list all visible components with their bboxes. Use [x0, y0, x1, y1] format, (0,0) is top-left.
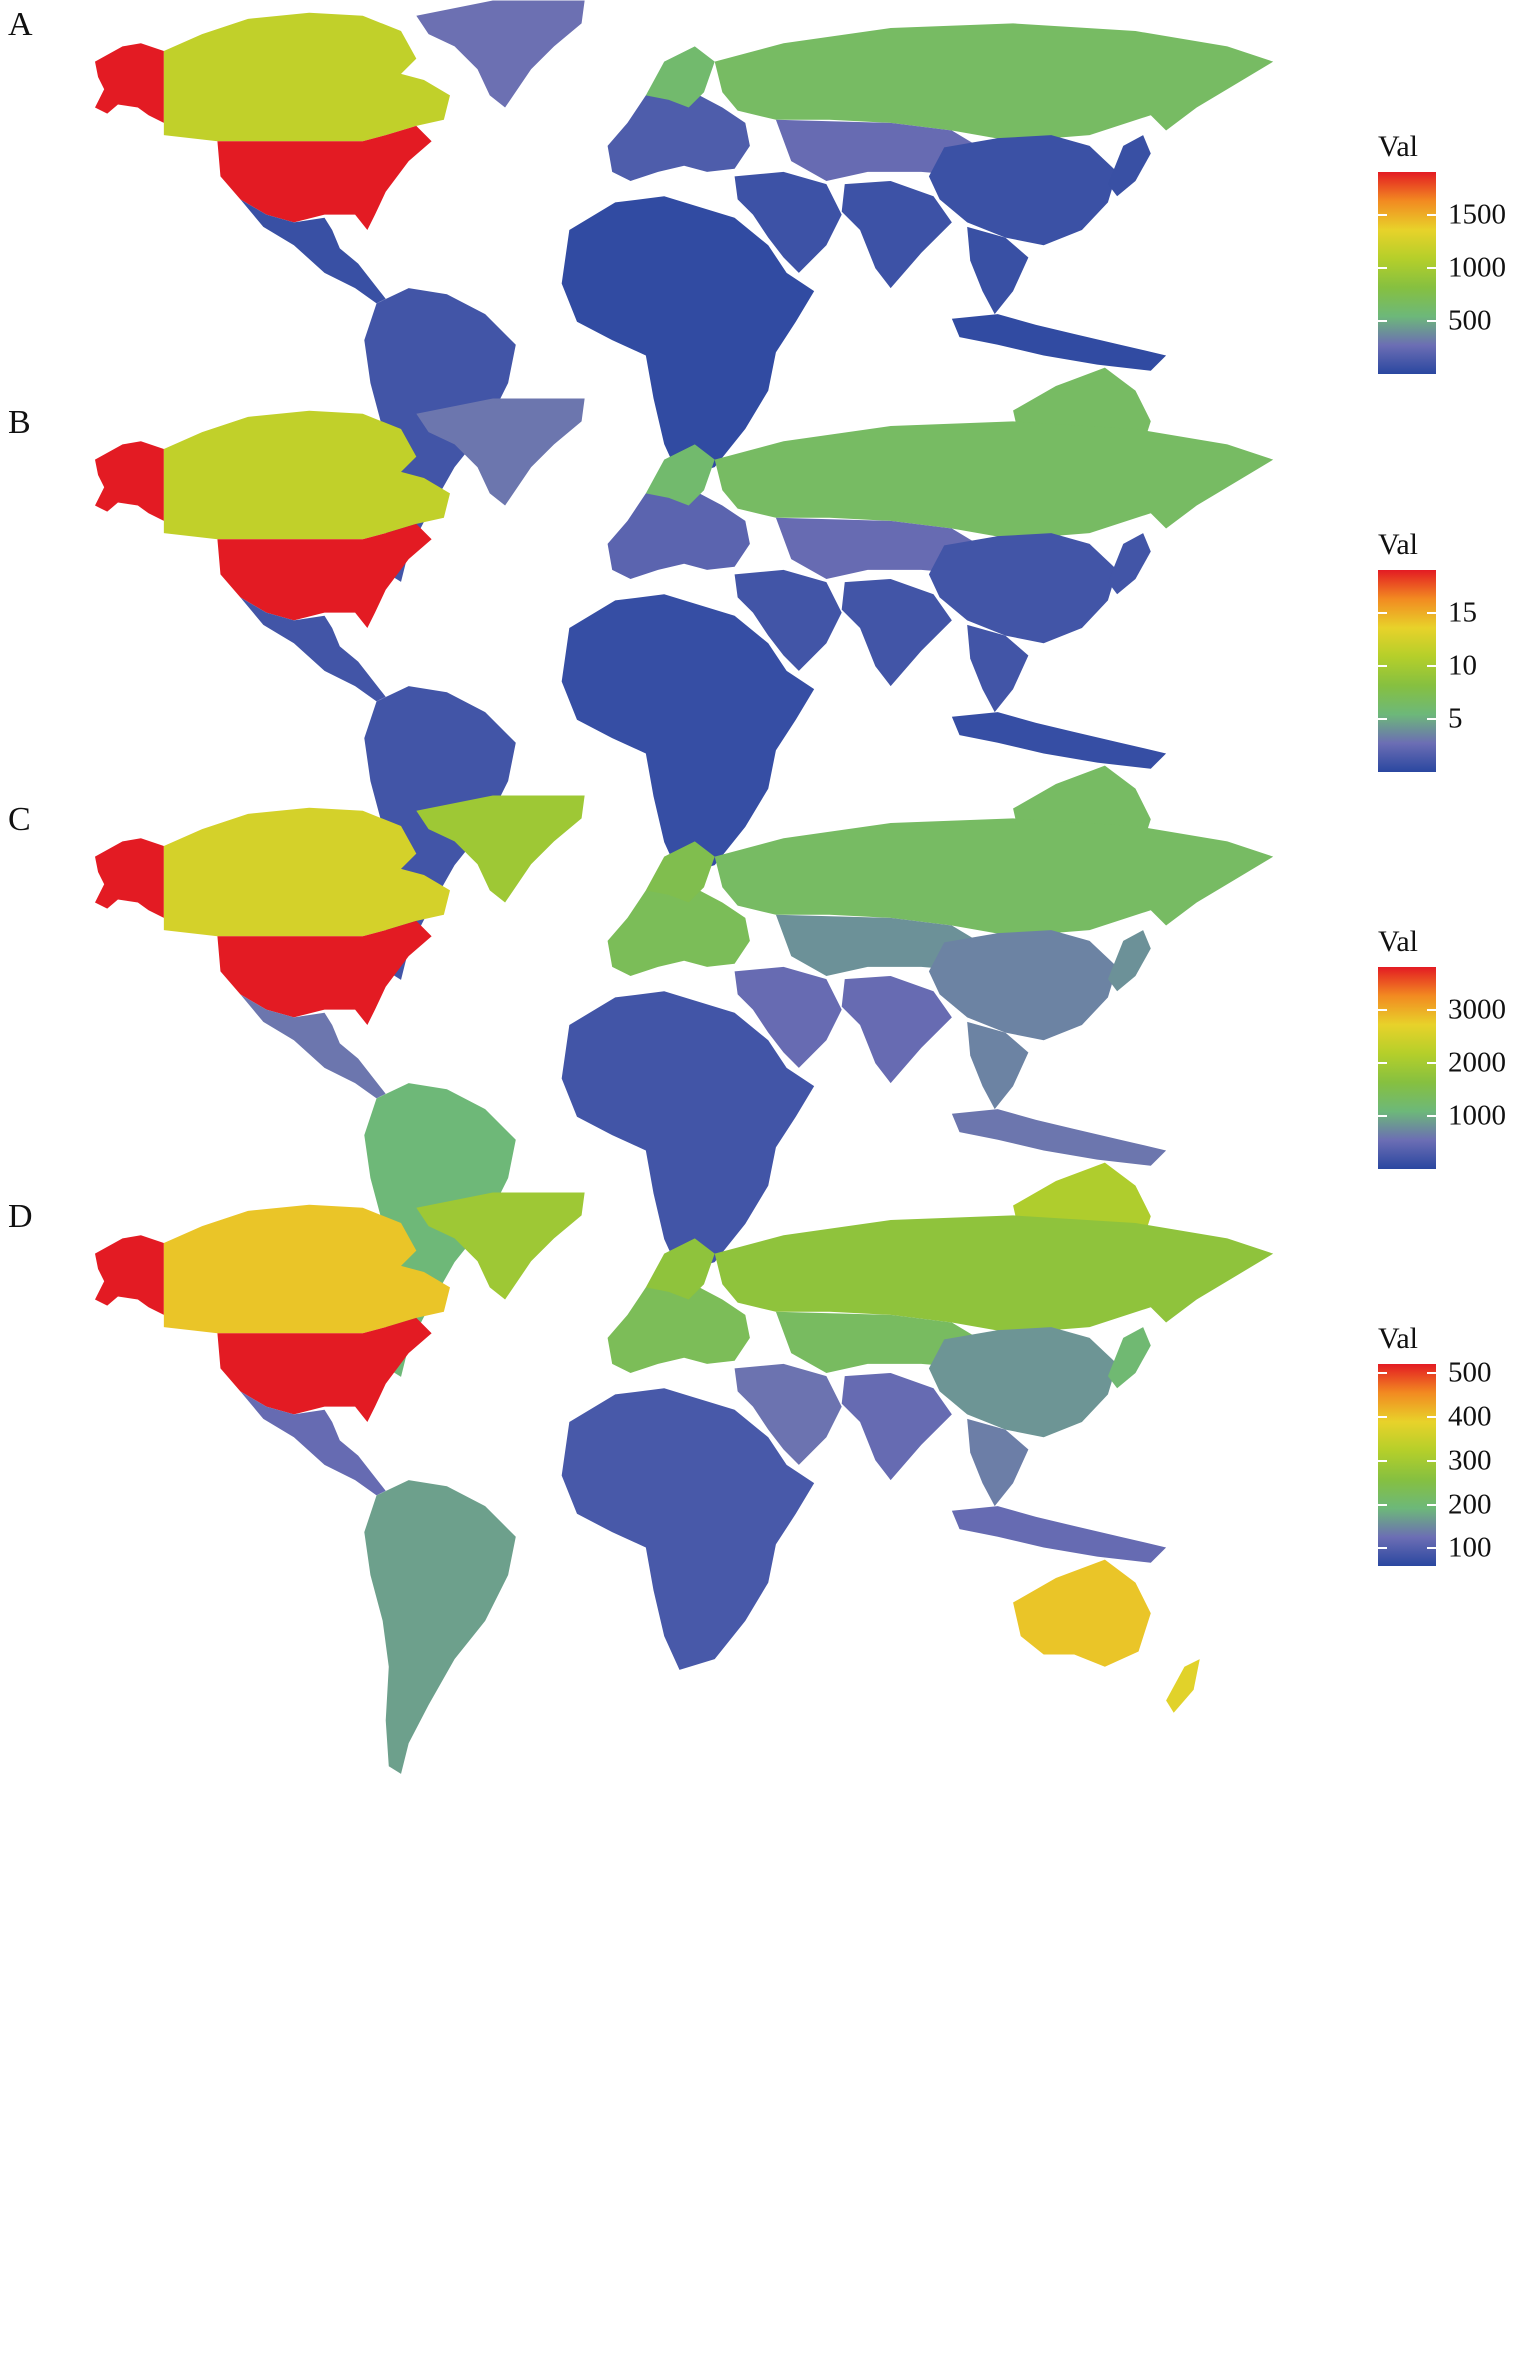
legend-tick-label: 3000 [1448, 993, 1506, 1026]
region-japan [1107, 533, 1151, 595]
region-russia [714, 23, 1274, 142]
region-greenland [416, 1192, 585, 1300]
panel-c: C Val 1000 2000 3000 [0, 795, 1535, 1389]
legend-tick-label: 500 [1448, 1356, 1492, 1389]
region-europe-west [607, 879, 750, 977]
legend-colorbar [1378, 570, 1436, 772]
color-legend: Val 100 200 300 400 500 [1378, 1322, 1528, 1582]
region-middle-east [734, 1363, 842, 1465]
region-mexico-central [240, 597, 386, 702]
legend-tick-label: 2000 [1448, 1046, 1506, 1079]
region-india [841, 976, 952, 1084]
region-middle-east [734, 569, 842, 671]
region-scandinavia [645, 841, 715, 903]
legend-title: Val [1378, 1322, 1418, 1355]
region-russia [714, 421, 1274, 540]
region-mexico-central [240, 199, 386, 304]
legend-tick-label: 200 [1448, 1488, 1492, 1521]
region-usa [217, 523, 432, 628]
region-canada [163, 410, 450, 540]
region-scandinavia [645, 1238, 715, 1300]
panel-label: C [8, 801, 31, 838]
region-southeast-asia [967, 624, 1029, 713]
region-greenland [416, 0, 585, 108]
region-europe-west [607, 1276, 750, 1374]
region-africa [561, 991, 815, 1273]
region-alaska [95, 43, 164, 123]
region-indonesia [951, 314, 1167, 371]
region-alaska [95, 441, 164, 521]
panel-label: B [8, 404, 31, 441]
region-south-america [364, 1480, 516, 1774]
region-southeast-asia [967, 1021, 1029, 1110]
color-legend: Val 500 1000 1500 [1378, 130, 1528, 390]
legend-colorbar [1378, 172, 1436, 374]
region-usa [217, 920, 432, 1025]
legend-tick-label: 15 [1448, 596, 1477, 629]
legend-title: Val [1378, 925, 1418, 958]
panel-label: D [8, 1198, 33, 1235]
region-middle-east [734, 966, 842, 1068]
legend-title: Val [1378, 130, 1418, 163]
region-india [841, 181, 952, 289]
region-china [928, 1327, 1118, 1438]
world-map [95, 795, 1274, 1377]
region-alaska [95, 838, 164, 918]
region-mexico-central [240, 994, 386, 1099]
legend-title: Val [1378, 528, 1418, 561]
region-alaska [95, 1235, 164, 1315]
legend-tick-label: 1500 [1448, 198, 1506, 231]
region-india [841, 1373, 952, 1481]
panel-label: A [8, 6, 33, 43]
legend-tick-label: 10 [1448, 649, 1477, 682]
legend-colorbar [1378, 1364, 1436, 1566]
region-africa [561, 196, 815, 478]
region-europe-west [607, 84, 750, 182]
region-china [928, 930, 1118, 1041]
region-china [928, 533, 1118, 644]
world-map [95, 1192, 1274, 1774]
region-new-zealand [1166, 1659, 1200, 1713]
region-europe-west [607, 482, 750, 580]
legend-tick-label: 1000 [1448, 1099, 1506, 1132]
region-canada [163, 1204, 450, 1334]
region-indonesia [951, 1109, 1167, 1166]
panel-d: D Val 100 200 300 400 500 [0, 1192, 1535, 1786]
color-legend: Val 1000 2000 3000 [1378, 925, 1528, 1185]
region-greenland [416, 795, 585, 903]
region-japan [1107, 930, 1151, 992]
legend-tick-label: 100 [1448, 1531, 1492, 1564]
region-africa [561, 594, 815, 876]
legend-colorbar [1378, 967, 1436, 1169]
legend-tick-label: 5 [1448, 702, 1463, 735]
region-indonesia [951, 1506, 1167, 1563]
region-japan [1107, 1327, 1151, 1389]
region-australia [1013, 1559, 1151, 1667]
region-usa [217, 1317, 432, 1422]
region-canada [163, 807, 450, 937]
legend-tick-label: 300 [1448, 1444, 1492, 1477]
legend-tick-label: 400 [1448, 1400, 1492, 1433]
region-usa [217, 125, 432, 230]
region-scandinavia [645, 46, 715, 108]
legend-tick-label: 500 [1448, 304, 1492, 337]
region-japan [1107, 135, 1151, 197]
color-legend: Val 5 10 15 [1378, 528, 1528, 788]
region-indonesia [951, 712, 1167, 769]
region-russia [714, 1215, 1274, 1334]
region-africa [561, 1388, 815, 1670]
region-canada [163, 12, 450, 142]
region-greenland [416, 398, 585, 506]
region-india [841, 579, 952, 687]
region-southeast-asia [967, 1418, 1029, 1507]
region-middle-east [734, 171, 842, 273]
region-russia [714, 818, 1274, 937]
legend-tick-label: 1000 [1448, 251, 1506, 284]
region-mexico-central [240, 1391, 386, 1496]
region-scandinavia [645, 444, 715, 506]
region-china [928, 135, 1118, 246]
region-southeast-asia [967, 226, 1029, 315]
